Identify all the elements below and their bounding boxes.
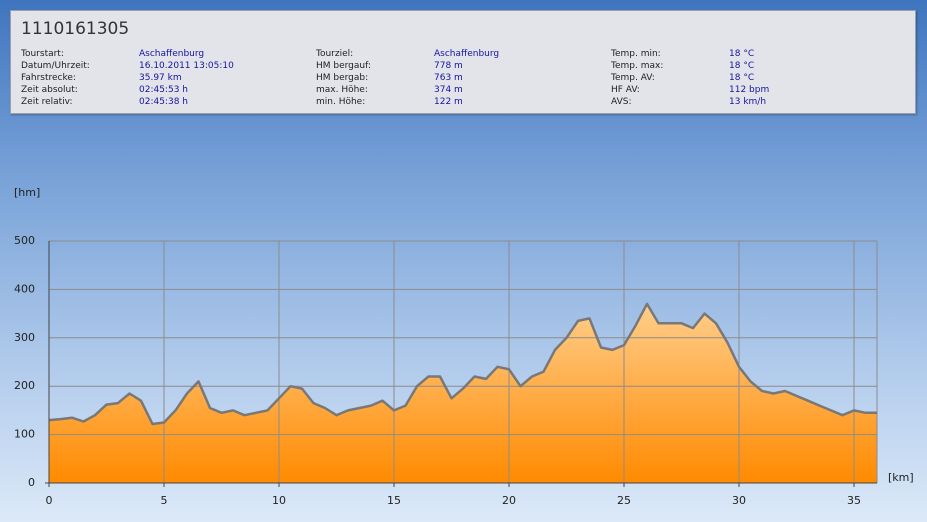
x-tick-label: 0	[46, 494, 53, 507]
field-value: 112 bpm	[729, 85, 770, 95]
field-value: 18 °C	[729, 49, 755, 59]
field-value: 374 m	[434, 85, 463, 95]
area-fill	[49, 303, 877, 483]
field-label: Temp. min:	[611, 49, 661, 59]
field-label: Fahrstrecke:	[21, 73, 76, 83]
field-value: 13 km/h	[729, 97, 767, 107]
field-label: min. Höhe:	[316, 97, 366, 107]
field-label: Zeit relativ:	[21, 97, 73, 107]
field-label: AVS:	[611, 97, 632, 107]
field-label: Temp. max:	[611, 61, 664, 71]
x-tick-label: 20	[502, 494, 516, 507]
x-axis-label: [km]	[888, 471, 914, 484]
field-label: Temp. AV:	[611, 73, 655, 83]
field-label: Tourziel:	[316, 49, 354, 59]
field-value: 778 m	[434, 61, 463, 71]
field-label: Datum/Uhrzeit:	[21, 61, 90, 71]
field-value: 35.97 km	[139, 73, 182, 83]
y-tick-label: 500	[14, 234, 35, 247]
x-tick-label: 35	[847, 494, 861, 507]
field-value: 18 °C	[729, 61, 755, 71]
field-value: 02:45:38 h	[139, 97, 188, 107]
x-tick-label: 10	[272, 494, 286, 507]
field-label: HM bergab:	[316, 73, 369, 83]
field-value: 16.10.2011 13:05:10	[139, 61, 234, 71]
tour-title: 1110161305	[21, 19, 130, 39]
field-value: Aschaffenburg	[434, 49, 500, 59]
x-tick-label: 30	[732, 494, 746, 507]
y-tick-label: 200	[14, 379, 35, 392]
field-label: Tourstart:	[21, 49, 64, 59]
x-tick-label: 5	[161, 494, 168, 507]
profile-line	[48, 302, 877, 426]
field-label: HM bergauf:	[316, 61, 371, 71]
y-tick-label: 100	[14, 428, 35, 441]
y-tick-label: 400	[14, 282, 35, 295]
x-tick-label: 25	[617, 494, 631, 507]
y-tick-label: 0	[28, 476, 35, 489]
field-label: HF AV:	[611, 85, 640, 95]
field-value: 02:45:53 h	[139, 85, 188, 95]
field-label: Zeit absolut:	[21, 85, 78, 95]
y-axis-label: [hm]	[14, 186, 40, 199]
field-value: 122 m	[434, 97, 463, 107]
field-value: 18 °C	[729, 73, 755, 83]
x-tick-label: 15	[387, 494, 401, 507]
y-tick-label: 300	[14, 331, 35, 344]
info-panel: 1110161305 Tourstart: Aschaffenburg Datum/…	[10, 10, 916, 114]
field-label: max. Höhe:	[316, 85, 368, 95]
field-value: Aschaffenburg	[139, 49, 205, 59]
field-value: 763 m	[434, 73, 463, 83]
